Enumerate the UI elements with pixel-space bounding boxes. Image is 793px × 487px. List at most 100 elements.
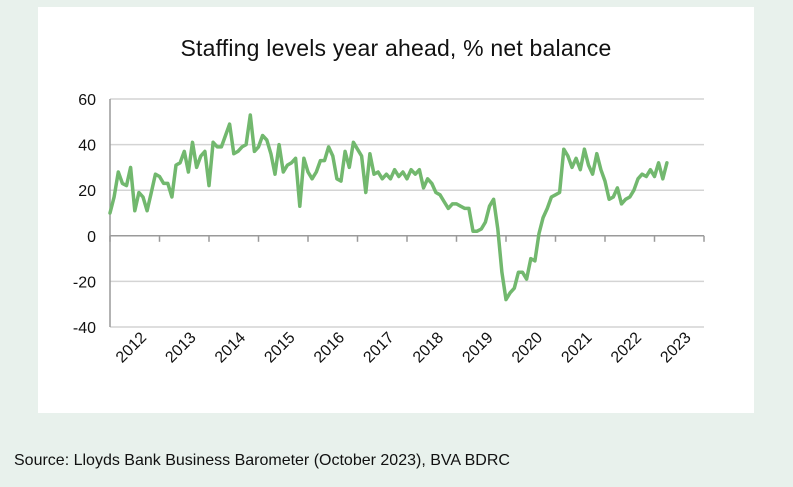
data-point — [608, 198, 610, 200]
chart-panel: Staffing levels year ahead, % net balanc… — [38, 7, 754, 413]
data-point — [249, 114, 251, 116]
source-note: Source: Lloyds Bank Business Barometer (… — [14, 452, 510, 469]
data-point — [167, 182, 169, 184]
data-point — [402, 171, 404, 173]
data-point — [393, 169, 395, 171]
data-point — [360, 155, 362, 157]
data-point — [633, 189, 635, 191]
y-tick-label: -20 — [73, 274, 96, 291]
data-point — [637, 178, 639, 180]
data-point — [418, 169, 420, 171]
data-point — [435, 191, 437, 193]
data-point — [641, 173, 643, 175]
data-point — [171, 196, 173, 198]
data-point — [282, 171, 284, 173]
data-point — [286, 164, 288, 166]
data-point — [389, 178, 391, 180]
data-point — [505, 298, 507, 300]
data-point — [109, 212, 111, 214]
line-chart: -40 -20 0 20 40 60 2012 2013 2014 2015 2016 2017 201… — [73, 92, 705, 366]
data-point — [348, 166, 350, 168]
data-point — [521, 271, 523, 273]
data-point — [534, 260, 536, 262]
data-point — [208, 184, 210, 186]
data-point — [228, 123, 230, 125]
data-point — [377, 171, 379, 173]
data-point — [365, 191, 367, 193]
data-point — [385, 173, 387, 175]
x-tick-label: 2022 — [608, 329, 645, 366]
data-point — [653, 175, 655, 177]
data-point — [340, 180, 342, 182]
data-point — [616, 187, 618, 189]
data-point — [480, 228, 482, 230]
data-point — [649, 169, 651, 171]
data-point — [439, 194, 441, 196]
data-point — [406, 178, 408, 180]
data-point — [472, 230, 474, 232]
data-point — [431, 182, 433, 184]
y-tick-label: 20 — [78, 183, 96, 200]
data-point — [220, 146, 222, 148]
data-point — [513, 287, 515, 289]
data-point — [554, 194, 556, 196]
data-point — [567, 155, 569, 157]
data-point — [332, 155, 334, 157]
data-point — [237, 150, 239, 152]
data-point — [563, 148, 565, 150]
series-line — [108, 113, 669, 302]
data-point — [336, 178, 338, 180]
data-point — [125, 184, 127, 186]
x-tick-label: 2012 — [113, 329, 150, 366]
data-point — [158, 175, 160, 177]
data-point — [600, 169, 602, 171]
data-point — [311, 178, 313, 180]
data-point — [550, 196, 552, 198]
data-point — [154, 173, 156, 175]
data-point — [373, 173, 375, 175]
data-point — [629, 196, 631, 198]
data-point — [604, 180, 606, 182]
x-tick-label: 2014 — [212, 329, 249, 366]
data-point — [266, 139, 268, 141]
x-tick-label: 2021 — [558, 329, 595, 366]
data-point — [315, 171, 317, 173]
data-point — [278, 143, 280, 145]
data-point — [492, 198, 494, 200]
data-point — [261, 134, 263, 136]
data-point — [179, 162, 181, 164]
data-point — [624, 198, 626, 200]
data-point — [224, 134, 226, 136]
data-point — [233, 153, 235, 155]
x-tick-label: 2016 — [311, 329, 348, 366]
data-point — [381, 178, 383, 180]
data-point — [303, 157, 305, 159]
x-tick-label: 2017 — [360, 329, 397, 366]
data-point — [138, 191, 140, 193]
data-point — [216, 146, 218, 148]
data-point — [274, 173, 276, 175]
data-point — [484, 221, 486, 223]
data-point — [204, 150, 206, 152]
data-point — [134, 210, 136, 212]
data-point — [459, 205, 461, 207]
data-point — [113, 196, 115, 198]
data-point — [447, 207, 449, 209]
data-point — [294, 157, 296, 159]
data-point — [443, 200, 445, 202]
data-point — [150, 191, 152, 193]
data-point — [356, 148, 358, 150]
data-point — [195, 166, 197, 168]
data-point — [558, 191, 560, 193]
data-point — [369, 153, 371, 155]
data-point — [488, 205, 490, 207]
data-point — [525, 278, 527, 280]
data-point — [587, 164, 589, 166]
data-point — [352, 141, 354, 143]
data-point — [451, 203, 453, 205]
data-point — [538, 232, 540, 234]
data-point — [299, 205, 301, 207]
data-point — [501, 271, 503, 273]
x-tick-label: 2013 — [162, 329, 199, 366]
data-point — [212, 141, 214, 143]
